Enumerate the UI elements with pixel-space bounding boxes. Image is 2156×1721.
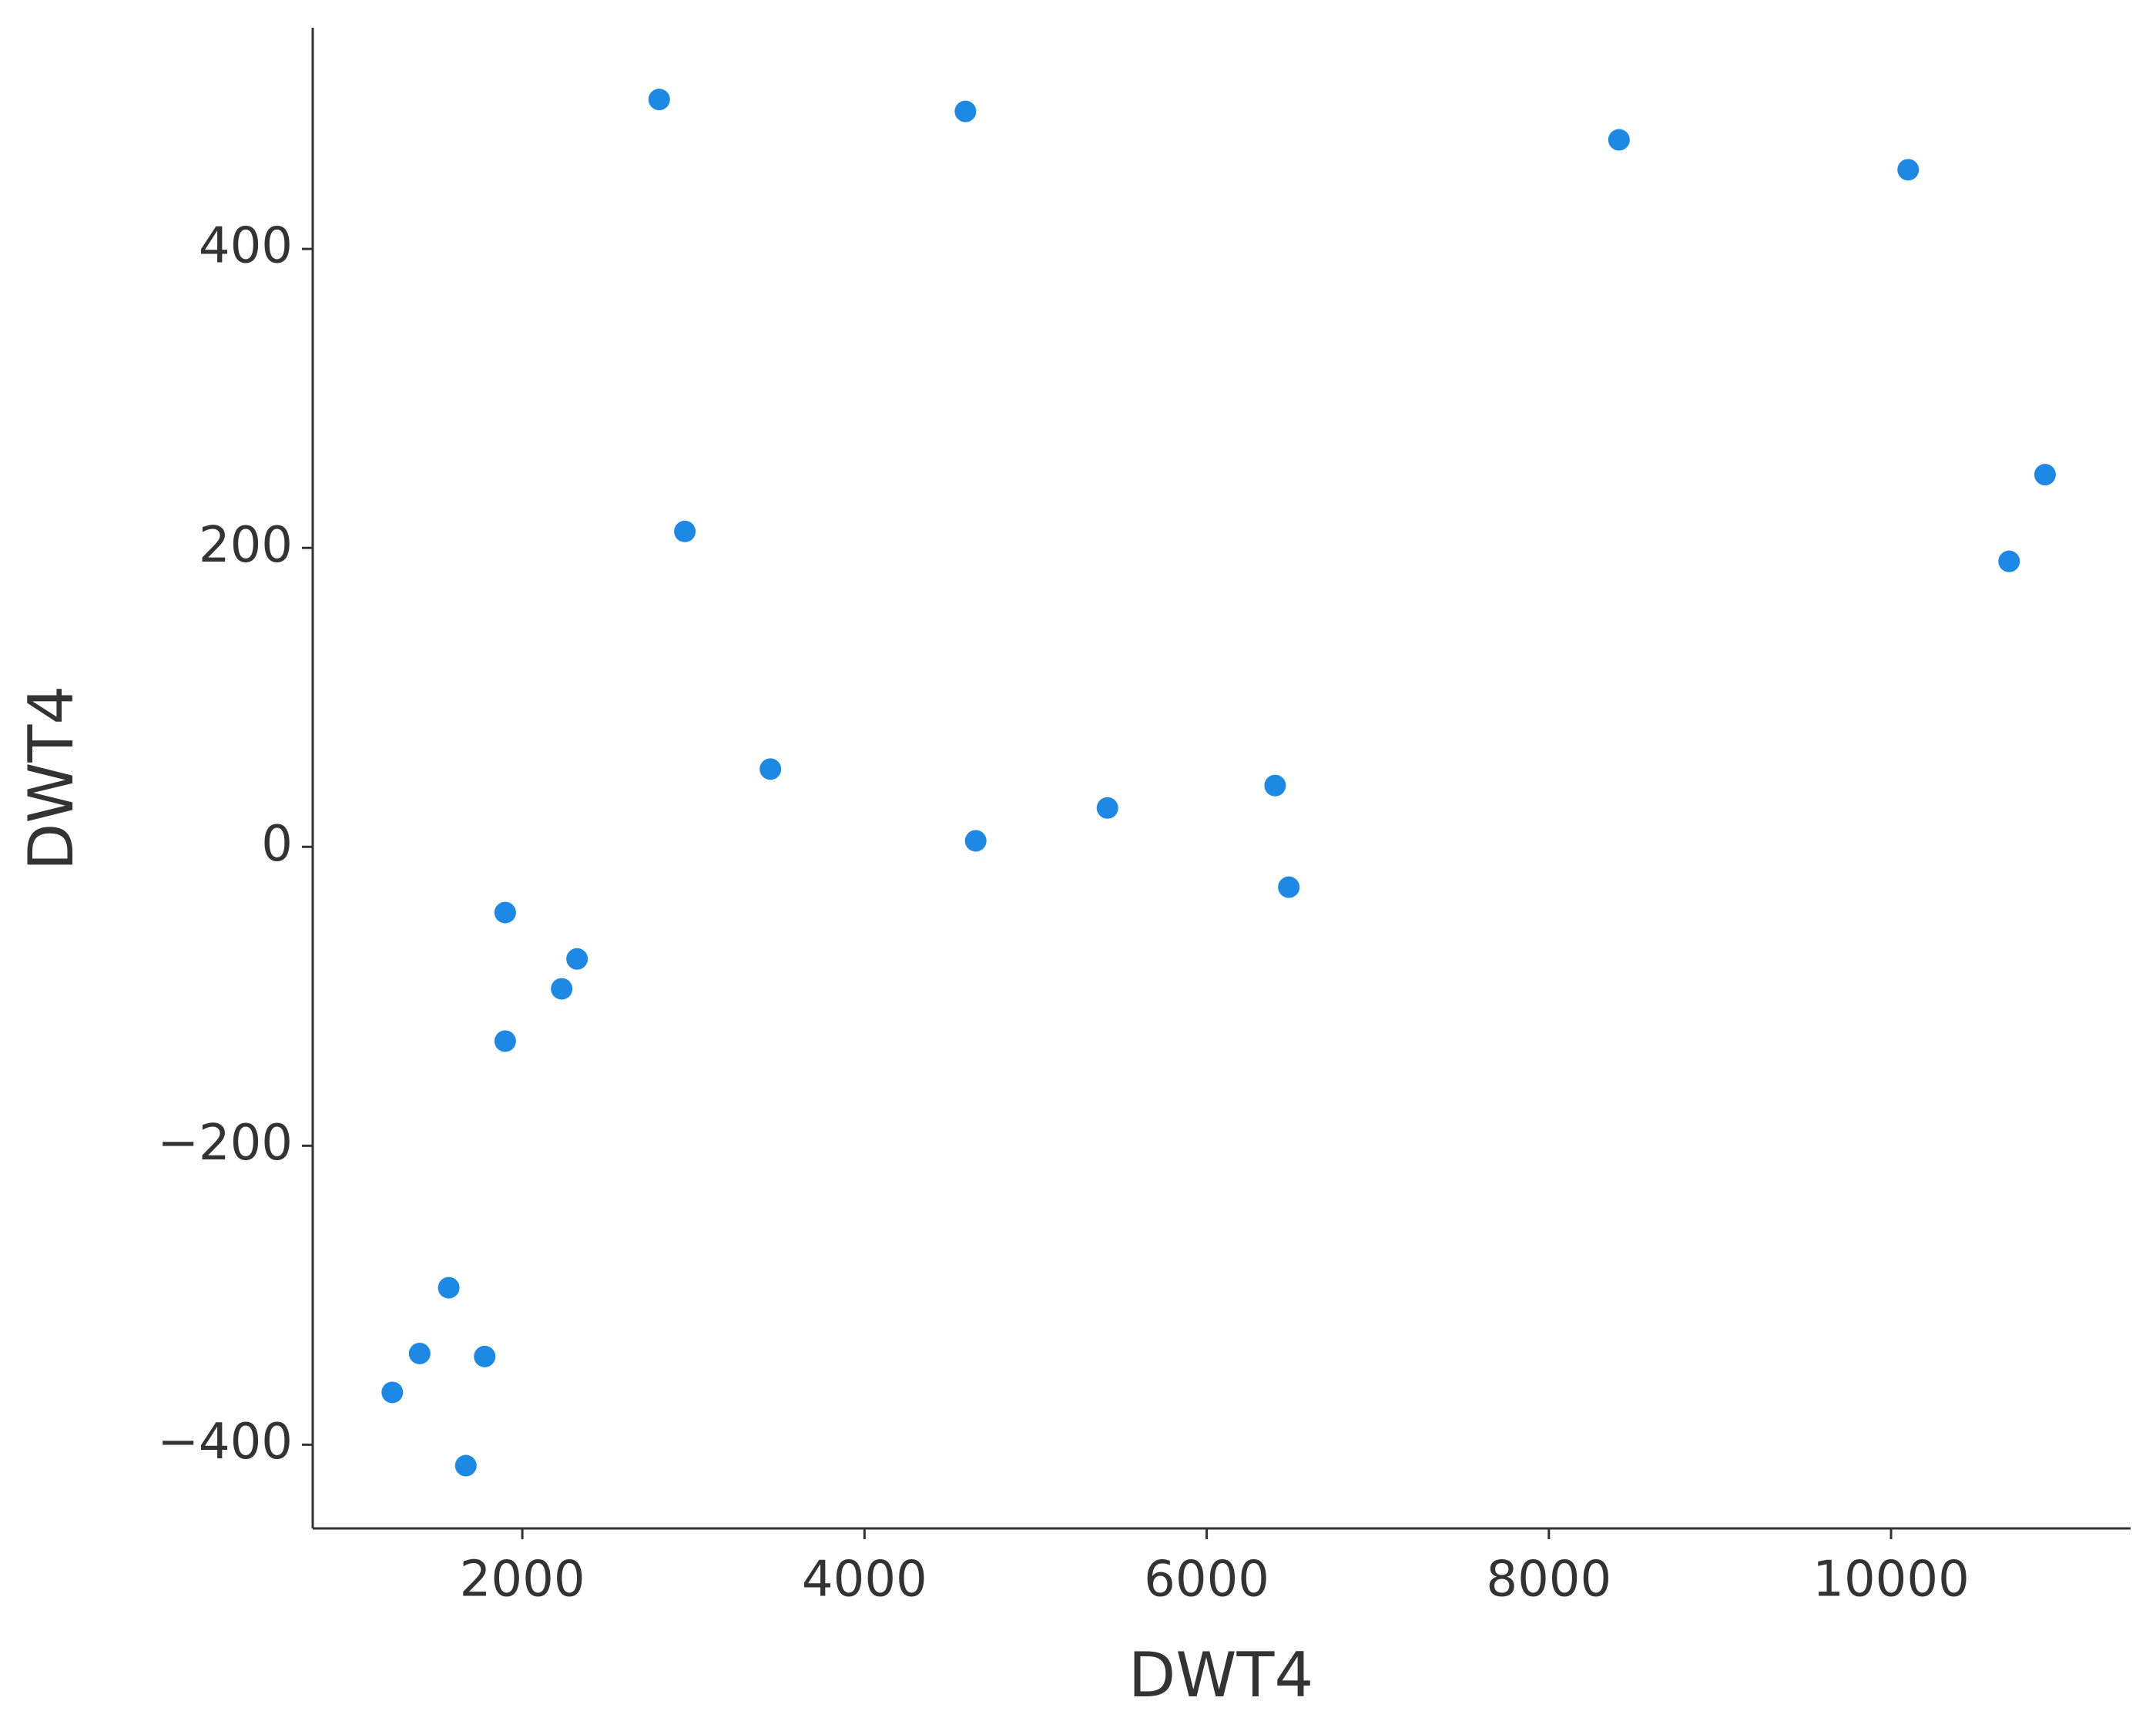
x-tick-label: 6000	[1144, 1552, 1269, 1609]
point	[381, 1381, 404, 1404]
point	[2034, 464, 2056, 486]
point	[1608, 129, 1630, 151]
point	[1264, 774, 1286, 797]
point	[674, 520, 696, 542]
x-tick-label: 4000	[802, 1552, 927, 1609]
y-tick-label: 200	[199, 517, 293, 574]
point	[954, 100, 977, 122]
y-tick-label: −200	[157, 1115, 293, 1172]
point	[648, 89, 670, 111]
y-tick-label: 0	[261, 816, 293, 873]
point	[1998, 550, 2020, 572]
x-tick-label: 2000	[460, 1552, 585, 1609]
point	[438, 1276, 460, 1299]
point	[494, 901, 516, 924]
point	[964, 830, 987, 852]
y-axis-label: DWT4	[15, 686, 87, 871]
point	[551, 978, 573, 1000]
point	[408, 1342, 431, 1364]
point	[1897, 159, 1920, 181]
x-tick-label: 8000	[1486, 1552, 1611, 1609]
y-tick-label: 400	[199, 218, 293, 275]
y-tick-label: −400	[157, 1414, 293, 1471]
x-tick-label: 10000	[1812, 1552, 1970, 1609]
point	[1278, 876, 1300, 898]
point	[759, 758, 782, 780]
point	[494, 1030, 516, 1052]
point	[566, 948, 588, 970]
point	[454, 1454, 477, 1477]
point	[474, 1345, 496, 1367]
point	[1096, 797, 1118, 819]
x-axis-label: DWT4	[1128, 1639, 1313, 1711]
